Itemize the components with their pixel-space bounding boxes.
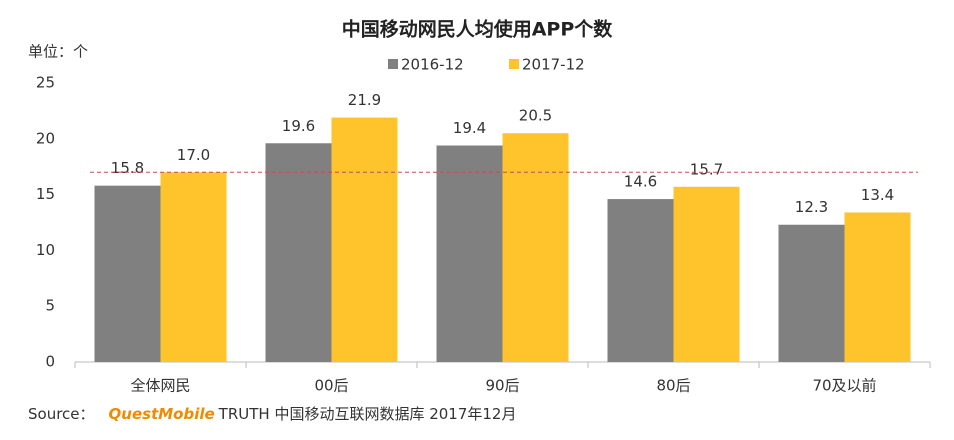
chart-title: 中国移动网民人均使用APP个数 <box>342 18 614 41</box>
source: Source： QuestMobile TRUTH 中国移动互联网数据库 2017年… <box>28 405 516 423</box>
y-tick-label: 15 <box>36 185 55 203</box>
x-tick-label: 00后 <box>314 377 348 395</box>
value-label: 19.6 <box>282 117 315 135</box>
value-label: 21.9 <box>348 91 381 109</box>
x-tick-label: 70及以前 <box>812 377 876 395</box>
bar <box>94 185 161 362</box>
y-tick-label: 5 <box>45 297 55 315</box>
source-brand: QuestMobile <box>109 405 215 423</box>
bar <box>160 172 227 362</box>
value-label: 15.7 <box>690 160 723 178</box>
bar <box>436 145 503 362</box>
value-label: 14.6 <box>624 173 657 191</box>
bar <box>607 199 674 362</box>
bar <box>778 224 845 362</box>
legend-swatch <box>509 59 519 69</box>
value-label: 13.4 <box>861 186 894 204</box>
value-label: 15.8 <box>111 159 144 177</box>
legend-label: 2017-12 <box>522 56 585 74</box>
x-tick-label: 80后 <box>656 377 690 395</box>
bar <box>673 186 740 362</box>
unit-label: 单位：个 <box>28 43 88 61</box>
x-tick-label: 90后 <box>485 377 519 395</box>
x-tick-label: 全体网民 <box>130 377 190 395</box>
value-label: 17.0 <box>177 146 210 164</box>
y-tick-label: 10 <box>36 241 55 259</box>
legend-label: 2016-12 <box>401 56 464 74</box>
bar <box>502 133 569 362</box>
value-label: 12.3 <box>795 198 828 216</box>
y-tick-label: 20 <box>36 129 55 147</box>
legend-swatch <box>388 59 398 69</box>
value-label: 20.5 <box>519 107 552 125</box>
source-text: TRUTH 中国移动互联网数据库 2017年12月 <box>218 405 517 423</box>
source-label: Source： <box>28 405 95 423</box>
bar <box>844 212 911 362</box>
y-tick-label: 0 <box>45 353 55 371</box>
value-label: 19.4 <box>453 119 486 137</box>
bar <box>265 143 332 362</box>
y-tick-label: 25 <box>36 74 55 92</box>
bar <box>331 117 398 362</box>
